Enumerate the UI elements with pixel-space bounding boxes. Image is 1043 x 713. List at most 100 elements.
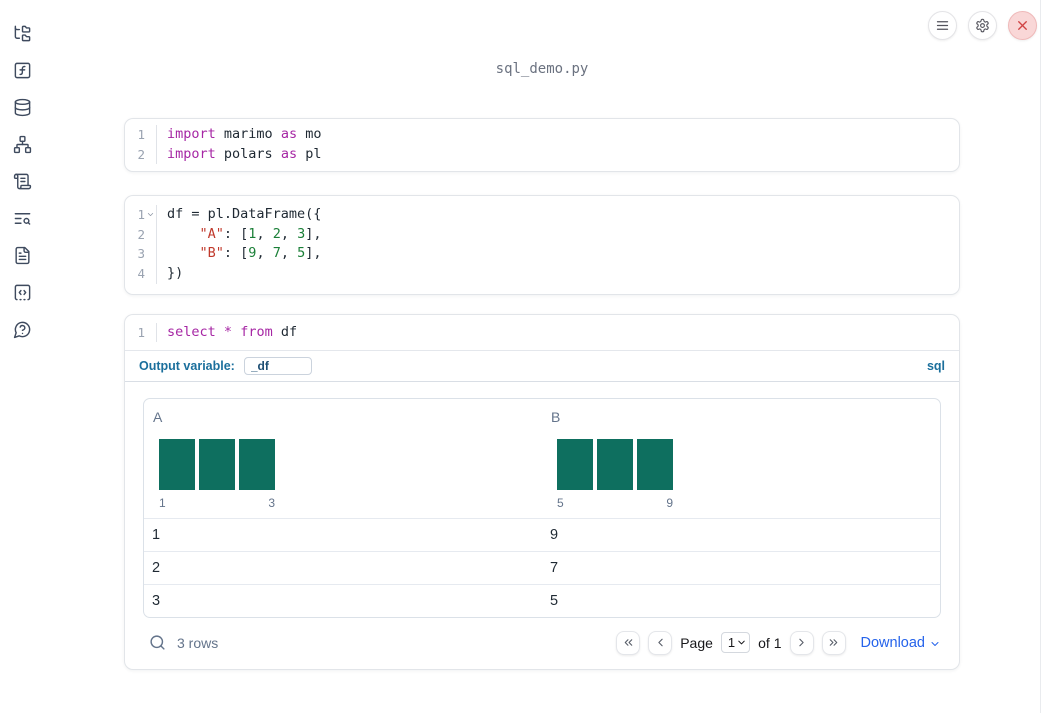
histogram-bar[interactable] — [199, 439, 235, 491]
last-page-button[interactable] — [821, 630, 846, 655]
code-token: 9 — [248, 245, 257, 262]
output-variable-label: Output variable: — [139, 359, 235, 374]
close-icon — [1015, 18, 1030, 33]
sidebar-item-scroll-text[interactable] — [12, 171, 32, 191]
sidebar-item-file-text[interactable] — [12, 245, 32, 265]
line-number: 1 — [137, 207, 145, 223]
code-token — [167, 245, 200, 261]
database-icon — [13, 98, 32, 117]
code-line[interactable]: 2 import polars as pl — [125, 144, 959, 165]
fold-chevron-icon[interactable] — [146, 210, 155, 219]
code-editor[interactable]: 1 df = pl.DataFrame({2 "A": [1, 2, 3], 3 "… — [125, 205, 959, 284]
download-button[interactable]: Download — [861, 635, 942, 651]
download-label: Download — [860, 634, 926, 651]
code-text: df = pl.DataFrame({ — [157, 205, 321, 225]
code-token: 7 — [272, 245, 281, 262]
chevron-right-icon — [795, 636, 808, 649]
file-tree-icon — [13, 24, 32, 43]
code-line[interactable]: 1 df = pl.DataFrame({ — [125, 205, 959, 225]
sidebar-item-text-search[interactable] — [12, 208, 32, 228]
row-count: 3 rows — [177, 634, 219, 651]
table-footer: 3 rows Page 1 of 1 D — [143, 625, 941, 660]
histogram-bar[interactable] — [159, 439, 195, 491]
code-token: as — [280, 145, 298, 162]
code-line[interactable]: 1 import marimo as mo — [125, 125, 959, 145]
code-token: select — [167, 323, 216, 340]
next-page-button[interactable] — [789, 630, 814, 655]
code-text: }) — [157, 264, 183, 284]
notebook-menu-button[interactable] — [928, 11, 957, 40]
topbar-actions — [928, 11, 1037, 40]
line-number: 4 — [137, 265, 145, 281]
search-button[interactable] — [149, 634, 167, 652]
histogram-bar[interactable] — [597, 439, 633, 491]
code-token: }) — [167, 264, 184, 281]
notebook-filename[interactable]: sql_demo.py — [495, 61, 589, 77]
code-cell-dataframe[interactable]: 1 df = pl.DataFrame({2 "A": [1, 2, 3], 3 "… — [124, 195, 960, 295]
settings-button[interactable] — [968, 11, 997, 40]
line-gutter: 2 — [125, 224, 157, 245]
line-number: 2 — [137, 226, 145, 242]
sidebar-item-help-circle[interactable] — [12, 319, 32, 339]
pagination: Page 1 of 1 Download — [616, 630, 942, 655]
histogram-bars — [557, 439, 673, 491]
histogram-min-label: 1 — [159, 496, 166, 511]
code-token: 5 — [297, 245, 306, 262]
sidebar-item-file-tree[interactable] — [12, 23, 32, 43]
code-snippets-icon — [13, 283, 32, 302]
line-gutter: 4 — [125, 263, 157, 284]
menu-icon — [935, 18, 950, 33]
histogram-bar[interactable] — [637, 439, 673, 491]
sidebar-item-code-snippets[interactable] — [12, 282, 32, 302]
shutdown-button[interactable] — [1008, 11, 1037, 40]
column-name: B — [551, 409, 561, 426]
first-page-button[interactable] — [616, 630, 641, 655]
table-cell: 3 — [152, 593, 161, 610]
sql-cell: 1 select * from df Output variable: sql A… — [124, 313, 960, 671]
code-line[interactable]: 3 "B": [9, 7, 5], — [125, 244, 959, 264]
line-gutter: 3 — [125, 244, 157, 264]
language-badge: sql — [926, 359, 945, 374]
code-line[interactable]: 1 select * from df — [125, 322, 959, 343]
code-cell-imports[interactable]: 1 import marimo as mo 2 import polars as pl — [124, 118, 960, 173]
text-search-icon — [13, 209, 32, 228]
line-gutter: 1 — [125, 125, 157, 145]
notebook-area: sql_demo.py 1 import marimo as mo 2 import … — [44, 0, 1040, 671]
code-token: , — [280, 245, 298, 262]
code-editor[interactable]: 1 import marimo as mo 2 import polars as pl — [125, 125, 959, 165]
table-cell: 5 — [550, 593, 559, 610]
page-total: of 1 — [758, 634, 782, 651]
code-token: import — [167, 126, 216, 142]
histogram-bar[interactable] — [557, 439, 593, 491]
code-token: polars — [215, 145, 281, 162]
notebook-column: sql_demo.py 1 import marimo as mo 2 import … — [124, 0, 960, 671]
sql-editor[interactable]: 1 select * from df — [125, 322, 959, 343]
sidebar-item-network[interactable] — [12, 134, 32, 154]
histogram-bar[interactable] — [239, 439, 275, 491]
page-select[interactable]: 1 — [720, 632, 751, 654]
code-token: mo — [297, 126, 322, 142]
prev-page-button[interactable] — [648, 630, 673, 655]
sidebar-item-database[interactable] — [12, 97, 32, 117]
code-line[interactable]: 4}) — [125, 263, 959, 284]
output-variable-input[interactable] — [243, 357, 312, 376]
code-token: import — [167, 145, 216, 162]
output-variable-row: Output variable: sql — [125, 351, 959, 383]
code-token: 3 — [297, 225, 306, 242]
code-line[interactable]: 2 "A": [1, 2, 3], — [125, 224, 959, 245]
code-token: : [ — [223, 245, 249, 262]
sidebar-item-function-square[interactable] — [12, 60, 32, 80]
code-text: import polars as pl — [157, 145, 321, 165]
file-text-icon — [13, 246, 32, 265]
